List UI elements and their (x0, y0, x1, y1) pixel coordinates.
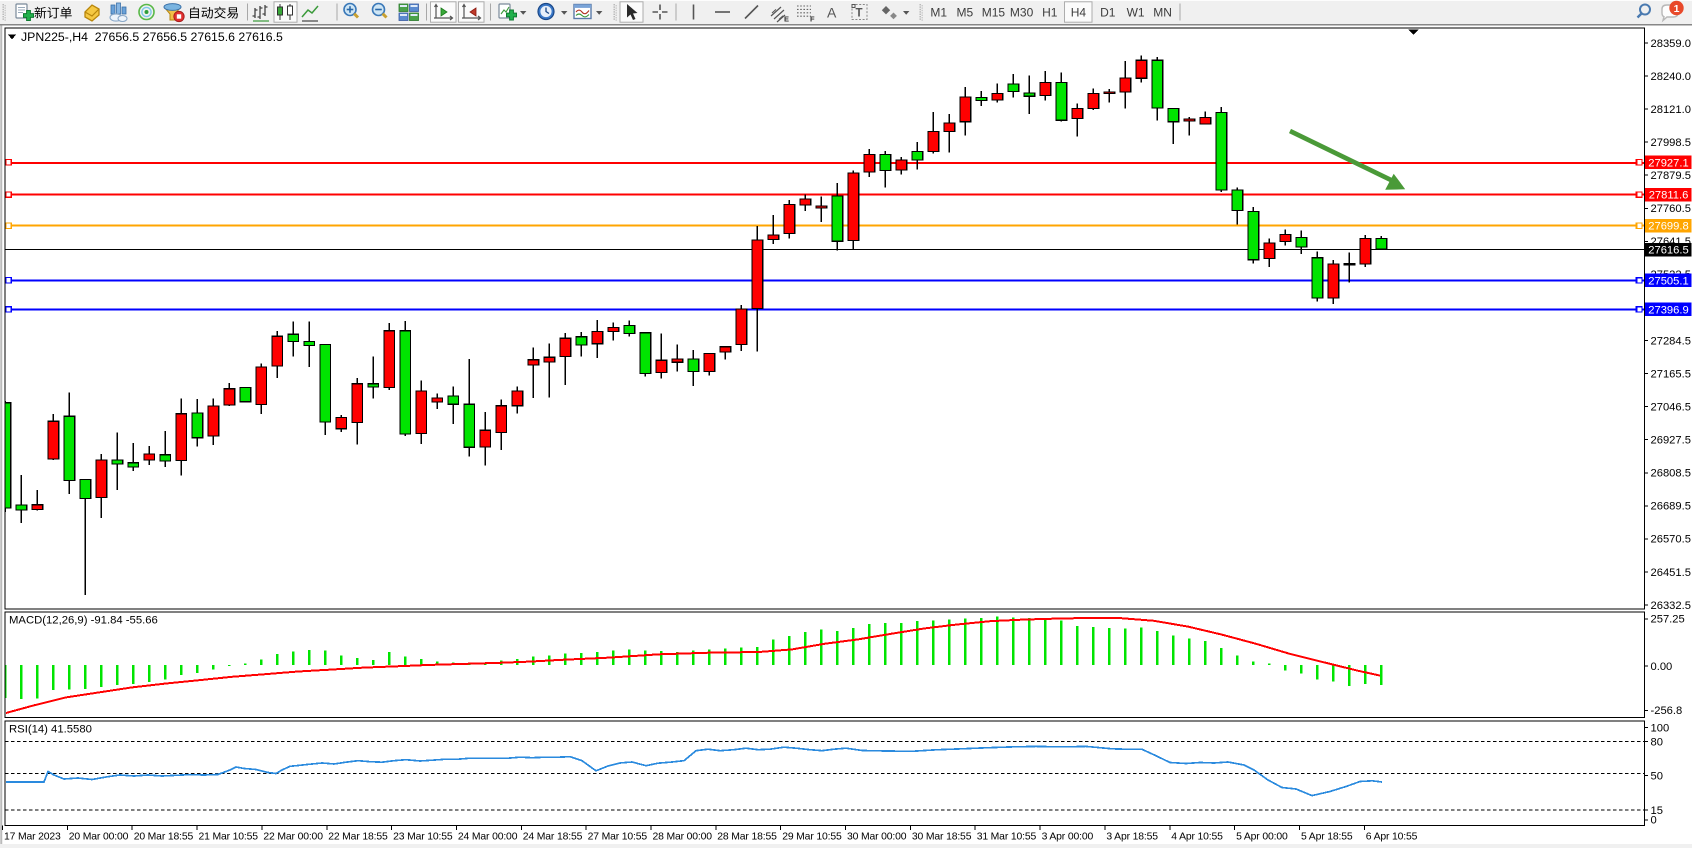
svg-text:15: 15 (1651, 805, 1663, 817)
svg-text:M15: M15 (982, 5, 1006, 19)
svg-text:E: E (784, 15, 789, 24)
svg-text:W1: W1 (1127, 5, 1145, 19)
svg-text:H1: H1 (1042, 5, 1058, 19)
svg-text:21 Mar 10:55: 21 Mar 10:55 (199, 832, 259, 843)
svg-text:27505.1: 27505.1 (1648, 275, 1688, 287)
svg-text:MN: MN (1153, 5, 1172, 19)
svg-text:28359.0: 28359.0 (1651, 38, 1691, 50)
svg-text:27396.9: 27396.9 (1648, 304, 1688, 316)
svg-text:27284.5: 27284.5 (1651, 335, 1691, 347)
svg-text:22 Mar 18:55: 22 Mar 18:55 (328, 832, 388, 843)
svg-text:26689.5: 26689.5 (1651, 501, 1691, 513)
svg-text:20 Mar 18:55: 20 Mar 18:55 (134, 832, 194, 843)
svg-text:27811.6: 27811.6 (1649, 190, 1689, 202)
svg-text:22 Mar 00:00: 22 Mar 00:00 (263, 832, 323, 843)
svg-text:23 Mar 10:55: 23 Mar 10:55 (393, 832, 453, 843)
svg-text:26332.5: 26332.5 (1651, 600, 1691, 612)
svg-text:26570.5: 26570.5 (1651, 534, 1691, 546)
svg-text:T: T (856, 8, 863, 20)
svg-text:29 Mar 10:55: 29 Mar 10:55 (782, 832, 842, 843)
svg-text:30 Mar 00:00: 30 Mar 00:00 (847, 832, 907, 843)
svg-text:257.25: 257.25 (1651, 614, 1685, 626)
svg-text:0: 0 (1651, 815, 1657, 827)
svg-text:100: 100 (1651, 722, 1670, 734)
svg-text:27760.5: 27760.5 (1651, 203, 1691, 215)
svg-text:17 Mar 2023: 17 Mar 2023 (4, 832, 61, 843)
svg-text:4 Apr 10:55: 4 Apr 10:55 (1171, 832, 1223, 843)
svg-text:28 Mar 00:00: 28 Mar 00:00 (653, 832, 713, 843)
svg-text:RSI(14) 41.5580: RSI(14) 41.5580 (9, 724, 92, 736)
svg-text:50: 50 (1651, 770, 1663, 782)
svg-text:27165.5: 27165.5 (1651, 368, 1691, 380)
svg-text:5 Apr 00:00: 5 Apr 00:00 (1236, 832, 1288, 843)
svg-text:27998.5: 27998.5 (1651, 137, 1691, 149)
svg-text:26451.5: 26451.5 (1651, 567, 1691, 579)
svg-text:A: A (827, 5, 837, 21)
svg-text:28 Mar 18:55: 28 Mar 18:55 (717, 832, 777, 843)
svg-text:80: 80 (1651, 736, 1663, 748)
svg-text:28121.0: 28121.0 (1651, 104, 1691, 116)
svg-text:M5: M5 (956, 5, 973, 19)
svg-text:20 Mar 00:00: 20 Mar 00:00 (69, 832, 129, 843)
svg-text:26808.5: 26808.5 (1651, 468, 1691, 480)
svg-text:27699.8: 27699.8 (1648, 221, 1688, 233)
svg-text:MACD(12,26,9) -91.84 -55.66: MACD(12,26,9) -91.84 -55.66 (9, 615, 158, 627)
svg-text:-256.8: -256.8 (1651, 705, 1683, 717)
svg-text:M1: M1 (930, 5, 947, 19)
svg-text:24 Mar 18:55: 24 Mar 18:55 (523, 832, 583, 843)
svg-text:M30: M30 (1010, 5, 1034, 19)
svg-text:28240.0: 28240.0 (1651, 71, 1691, 83)
svg-text:1: 1 (1674, 3, 1680, 15)
svg-text:H4: H4 (1071, 5, 1087, 19)
svg-text:0.00: 0.00 (1651, 661, 1673, 673)
svg-text:27046.5: 27046.5 (1651, 402, 1691, 414)
svg-text:27927.1: 27927.1 (1648, 157, 1688, 169)
svg-text:5 Apr 18:55: 5 Apr 18:55 (1301, 832, 1353, 843)
svg-text:27879.5: 27879.5 (1651, 170, 1691, 182)
svg-text:27616.5: 27616.5 (1648, 245, 1688, 257)
svg-text:JPN225-,H4 27656.5 27656.5 27: JPN225-,H4 27656.5 27656.5 27615.6 27616… (21, 30, 283, 44)
svg-text:F: F (810, 15, 815, 24)
svg-text:24 Mar 00:00: 24 Mar 00:00 (458, 832, 518, 843)
svg-text:D1: D1 (1100, 5, 1116, 19)
svg-text:30 Mar 18:55: 30 Mar 18:55 (912, 832, 972, 843)
svg-text:26927.5: 26927.5 (1651, 435, 1691, 447)
svg-text:31 Mar 10:55: 31 Mar 10:55 (977, 832, 1037, 843)
svg-text:3 Apr 18:55: 3 Apr 18:55 (1106, 832, 1158, 843)
svg-text:3 Apr 00:00: 3 Apr 00:00 (1042, 832, 1094, 843)
svg-text:6 Apr 10:55: 6 Apr 10:55 (1366, 832, 1418, 843)
svg-text:27 Mar 10:55: 27 Mar 10:55 (588, 832, 648, 843)
